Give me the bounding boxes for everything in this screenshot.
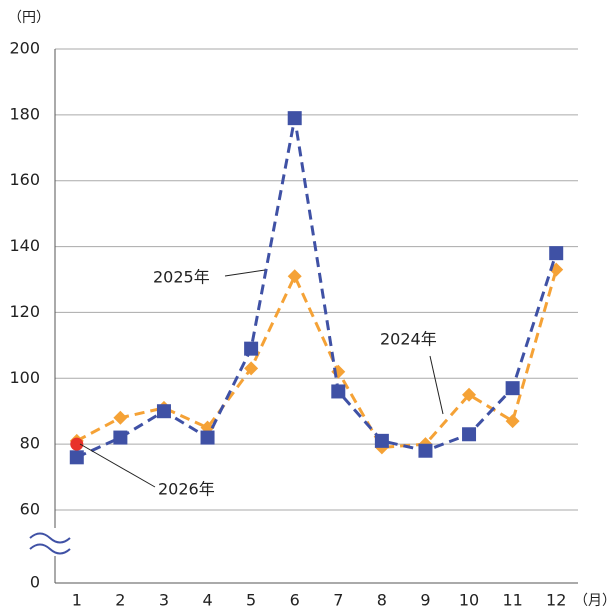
marker [505,414,520,429]
x-tick-label: 3 [159,591,169,610]
y-tick-label: 120 [9,302,40,321]
annotation: 2025年 [153,268,210,287]
marker [244,361,259,376]
x-tick-label: 9 [420,591,430,610]
marker [69,450,84,465]
marker [287,269,302,284]
y-unit: （円） [8,10,50,26]
x-tick-label: 5 [246,591,256,610]
x-tick-label: 6 [290,591,300,610]
marker [418,443,433,458]
x-tick-label: 11 [502,591,522,610]
y-tick-label: 200 [9,39,40,58]
marker [505,381,520,396]
marker [113,410,128,425]
x-tick-label: 8 [377,591,387,610]
marker [462,427,477,442]
marker [549,246,564,261]
x-tick-label: 4 [202,591,212,610]
y-tick-label: 80 [20,434,40,453]
marker [462,387,477,402]
annotation-leader [429,355,444,415]
marker [244,341,259,356]
annotation-leader [224,269,266,277]
annotation-leader [79,443,156,488]
marker [200,430,215,445]
y-tick-label: 180 [9,104,40,123]
x-tick-label: 2 [115,591,125,610]
marker [331,384,346,399]
marker [331,364,346,379]
annotation: 2026年 [158,480,215,499]
x-tick-label: 10 [459,591,479,610]
x-tick-label: 12 [546,591,566,610]
annotation: 2024年 [380,330,437,349]
marker [113,430,128,445]
x-tick-label: 7 [333,591,343,610]
marker [156,404,171,419]
marker [374,433,389,448]
x-tick-label: 1 [72,591,82,610]
marker [70,437,84,451]
y-tick-label: 160 [9,170,40,189]
axis-break-symbol [29,532,71,555]
y-tick-label: 100 [9,368,40,387]
y-tick-label: 60 [20,500,40,519]
marker [287,111,302,126]
x-unit: （月） [574,593,614,609]
series-line [76,117,558,459]
series-line [76,269,558,450]
y-tick-label: 140 [9,236,40,255]
y-tick-label: 0 [30,573,40,592]
